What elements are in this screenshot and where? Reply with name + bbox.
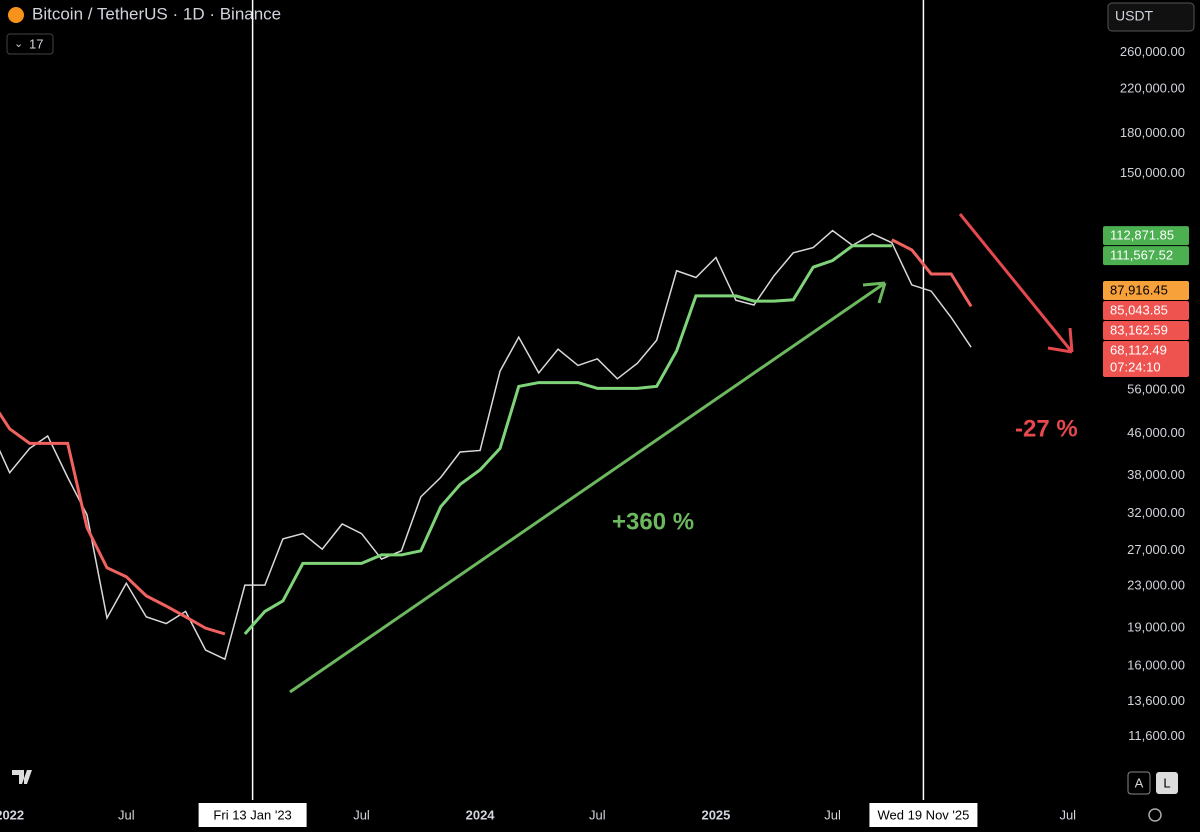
y-tick-label: 150,000.00 (1120, 165, 1185, 180)
y-tick-label: 260,000.00 (1120, 44, 1185, 59)
price-badge (1103, 321, 1189, 341)
indicator-toggle[interactable] (6, 33, 54, 55)
y-tick-label: 38,000.00 (1127, 467, 1185, 482)
y-tick-label: 27,000.00 (1127, 542, 1185, 557)
price-line (0, 238, 973, 636)
chevron: ⌄ (14, 38, 23, 50)
indicator-count: 17 (29, 36, 43, 51)
settings-icon[interactable] (1148, 808, 1162, 822)
price-badge-label: 83,162.59 (1110, 322, 1168, 337)
y-tick-label: 19,000.00 (1127, 620, 1185, 635)
date-badge (869, 803, 978, 827)
price-line (0, 229, 972, 661)
price-badge (1103, 226, 1189, 246)
x-tick-label: Jul (589, 807, 606, 822)
y-tick-label: 16,000.00 (1127, 657, 1185, 672)
price-badge-label: 68,112.49 (1110, 342, 1167, 357)
countdown: 07:24:10 (1110, 359, 1161, 374)
log-label: L (1163, 775, 1170, 790)
y-tick-label: 46,000.00 (1127, 425, 1185, 440)
price-badge-label: 111,567.52 (1110, 248, 1173, 263)
y-tick-label: 11,600.00 (1128, 728, 1185, 743)
down-arrow (958, 213, 1074, 354)
y-tick-label: 56,000.00 (1127, 382, 1185, 397)
x-tick-label: Jul (1059, 807, 1076, 822)
auto-button[interactable] (1127, 771, 1151, 795)
y-tick-label: 220,000.00 (1120, 81, 1185, 96)
y-tick-label: 13,600.00 (1127, 693, 1185, 708)
x-tick-label: 2024 (466, 807, 496, 822)
x-tick-label: Wed 19 Nov '25 (878, 807, 970, 822)
price-badge (1103, 281, 1189, 301)
currency-button[interactable] (1107, 2, 1195, 32)
x-tick-label: Jul (353, 807, 370, 822)
y-tick-label: 32,000.00 (1127, 505, 1185, 520)
x-tick-label: 2025 (701, 807, 730, 822)
price-badge (1103, 301, 1189, 321)
price-badge-label: 112,871.85 (1110, 228, 1174, 243)
price-badge-label: 87,916.45 (1110, 282, 1168, 297)
currency-label: USDT (1115, 8, 1154, 24)
gain-label: +360 % (612, 508, 694, 535)
x-tick-label: 2022 (0, 807, 24, 822)
x-tick-label: Fri 13 Jan '23 (213, 807, 291, 822)
x-tick-label: Jul (118, 807, 135, 822)
log-button[interactable] (1156, 772, 1178, 794)
x-tick-label: Jul (824, 807, 841, 822)
loss-label: -27 % (1015, 415, 1078, 442)
logo (12, 770, 32, 784)
price-badge (1103, 246, 1189, 266)
auto-label: A (1135, 775, 1144, 790)
symbol-title: Bitcoin / TetherUS · 1D · Binance (32, 4, 281, 23)
price-badge (1103, 341, 1189, 378)
symbol-icon (8, 7, 24, 23)
price-line (243, 244, 892, 635)
up-arrow (289, 281, 887, 694)
y-tick-label: 23,000.00 (1127, 578, 1185, 593)
price-badge-label: 85,043.85 (1110, 302, 1168, 317)
y-tick-label: 180,000.00 (1120, 125, 1185, 140)
date-badge (198, 803, 307, 827)
